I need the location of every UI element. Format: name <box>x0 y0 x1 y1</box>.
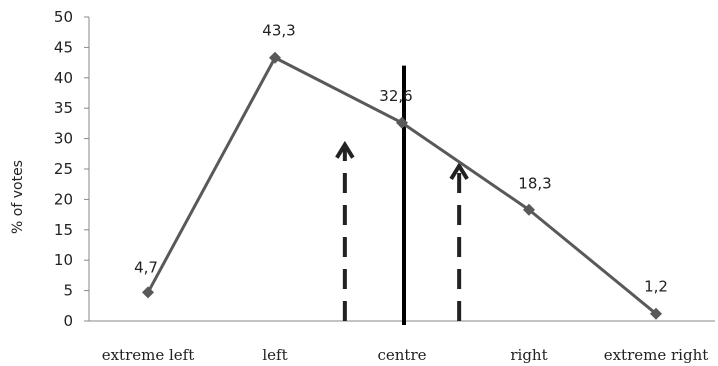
y-tick-label: 30 <box>54 130 73 148</box>
chart-series <box>142 51 662 320</box>
y-tick-label: 15 <box>54 221 73 239</box>
x-tick-label: centre <box>377 346 426 364</box>
chart-annotations <box>335 65 469 325</box>
data-point-marker <box>396 116 408 129</box>
chart-axes: 0 5 10 15 20 25 30 35 40 45 50 extreme left left cent… <box>54 8 715 364</box>
y-tick-label: 40 <box>54 69 73 87</box>
x-tick-label: extreme left <box>102 346 195 364</box>
y-tick-label: 45 <box>54 38 73 56</box>
data-label: 1,2 <box>644 278 668 296</box>
chart-labels: 4,7 43,3 32,6 18,3 1,2 <box>134 22 668 296</box>
data-point-marker <box>142 286 154 299</box>
data-point-marker <box>523 203 535 216</box>
y-tick-label: 0 <box>63 312 73 330</box>
y-tick-label: 25 <box>54 160 73 178</box>
data-label: 32,6 <box>379 87 412 105</box>
x-tick-label: right <box>510 346 547 364</box>
x-tick-label: left <box>262 346 287 364</box>
y-tick-label: 10 <box>54 251 73 269</box>
y-tick-label: 20 <box>54 190 73 208</box>
y-tick-label: 5 <box>63 282 73 300</box>
data-label: 4,7 <box>134 258 158 276</box>
x-tick-label: extreme right <box>604 346 709 364</box>
y-tick-label: 35 <box>54 99 73 117</box>
y-axis-title: % of votes <box>10 160 26 234</box>
data-label: 18,3 <box>518 175 551 193</box>
data-label: 43,3 <box>262 22 295 40</box>
data-point-marker <box>650 307 662 320</box>
y-tick-label: 50 <box>54 8 73 26</box>
dashed-arrow-head <box>449 162 469 181</box>
data-point-marker <box>269 51 281 64</box>
dashed-arrow-head <box>335 140 355 159</box>
